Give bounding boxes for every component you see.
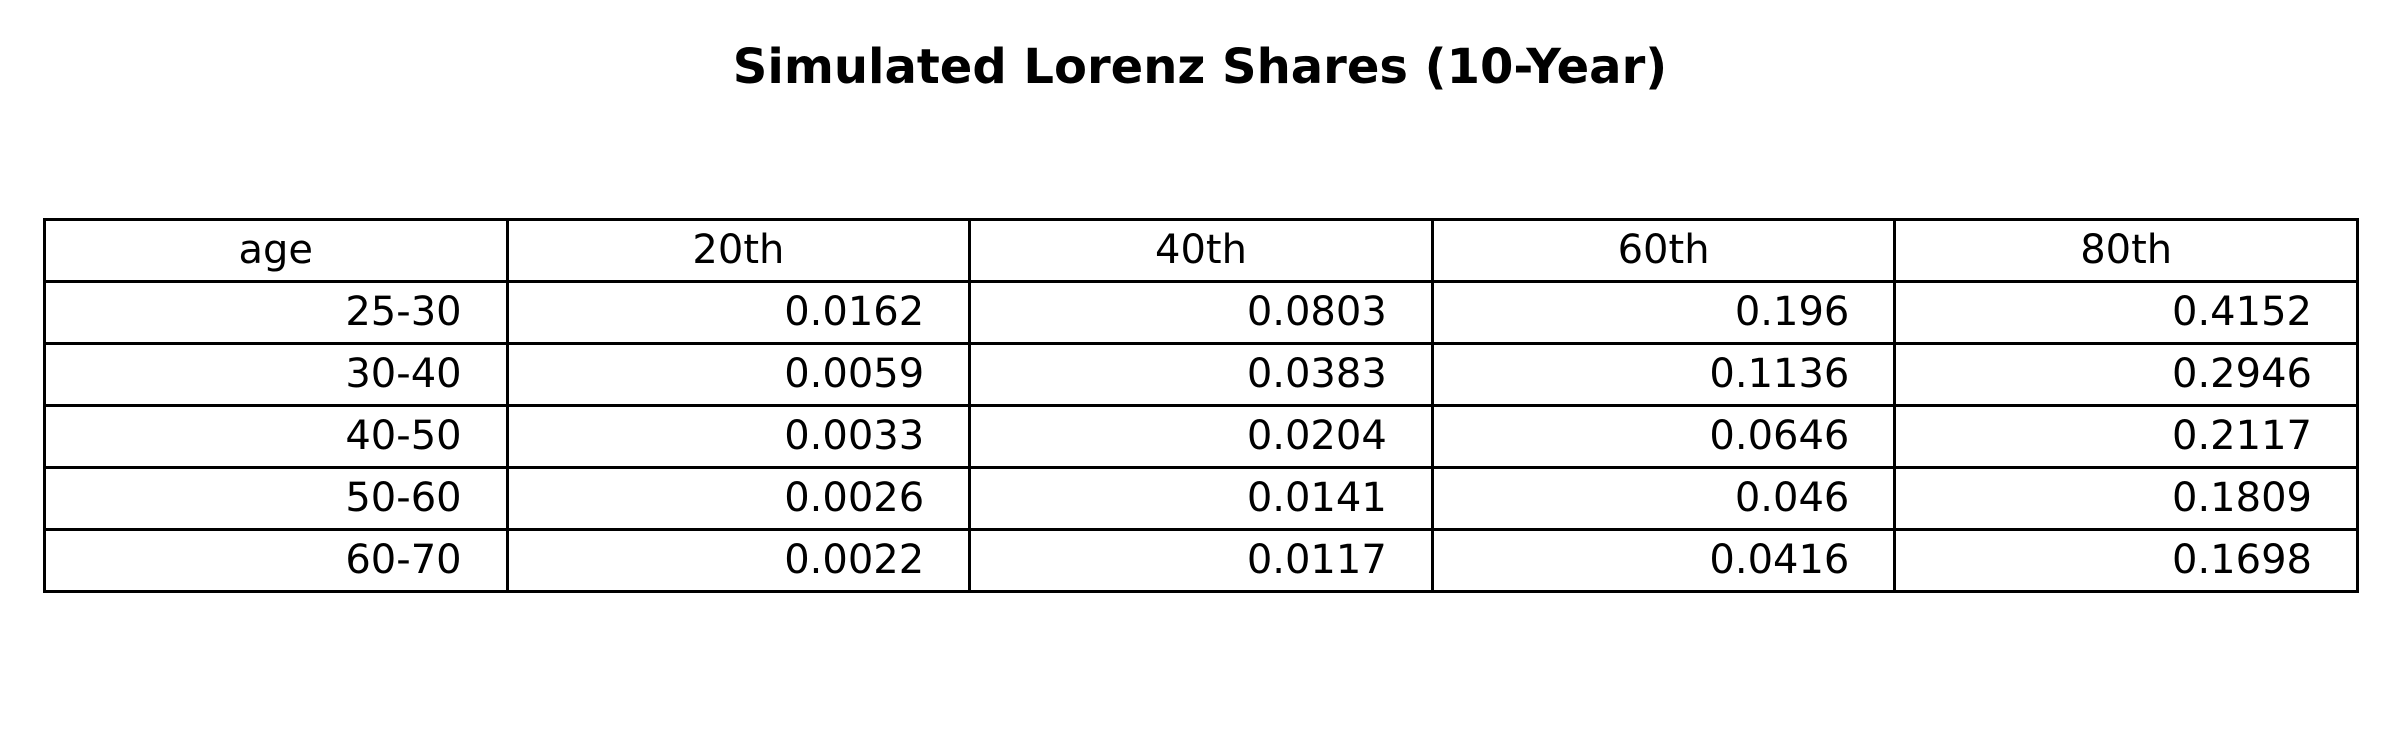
lorenz-shares-table: age 20th 40th 60th 80th 25-30 0.0162 0.0…: [43, 218, 2359, 593]
column-header-60th: 60th: [1430, 218, 1897, 283]
table-cell-40th: 0.0383: [968, 342, 1434, 407]
table-cell-20th: 0.0033: [505, 404, 972, 469]
table-container: age 20th 40th 60th 80th 25-30 0.0162 0.0…: [43, 218, 2359, 593]
column-header-age: age: [43, 218, 509, 283]
table-row: 50-60 0.0026 0.0141 0.046 0.1809: [43, 466, 2359, 531]
column-header-20th: 20th: [505, 218, 972, 283]
table-cell-40th: 0.0141: [968, 466, 1434, 531]
table-cell-80th: 0.2946: [1893, 342, 2359, 407]
table-cell-20th: 0.0059: [505, 342, 972, 407]
table-cell-60th: 0.046: [1430, 466, 1897, 531]
table-cell-60th: 0.196: [1430, 280, 1897, 345]
table-cell-age: 30-40: [43, 342, 509, 407]
table-cell-80th: 0.2117: [1893, 404, 2359, 469]
table-cell-40th: 0.0803: [968, 280, 1434, 345]
column-header-80th: 80th: [1893, 218, 2359, 283]
table-cell-age: 50-60: [43, 466, 509, 531]
table-row: 25-30 0.0162 0.0803 0.196 0.4152: [43, 280, 2359, 345]
table-cell-80th: 0.4152: [1893, 280, 2359, 345]
table-cell-60th: 0.1136: [1430, 342, 1897, 407]
table-cell-20th: 0.0162: [505, 280, 972, 345]
table-cell-age: 40-50: [43, 404, 509, 469]
column-header-40th: 40th: [968, 218, 1434, 283]
table-header-row: age 20th 40th 60th 80th: [43, 218, 2359, 283]
table-cell-40th: 0.0117: [968, 528, 1434, 593]
chart-title: Simulated Lorenz Shares (10-Year): [732, 39, 1668, 95]
table-cell-80th: 0.1698: [1893, 528, 2359, 593]
table-row: 60-70 0.0022 0.0117 0.0416 0.1698: [43, 528, 2359, 593]
table-cell-80th: 0.1809: [1893, 466, 2359, 531]
table-row: 40-50 0.0033 0.0204 0.0646 0.2117: [43, 404, 2359, 469]
table-cell-age: 25-30: [43, 280, 509, 345]
table-cell-40th: 0.0204: [968, 404, 1434, 469]
table-cell-60th: 0.0416: [1430, 528, 1897, 593]
table-row: 30-40 0.0059 0.0383 0.1136 0.2946: [43, 342, 2359, 407]
table-cell-60th: 0.0646: [1430, 404, 1897, 469]
table-cell-age: 60-70: [43, 528, 509, 593]
table-cell-20th: 0.0022: [505, 528, 972, 593]
table-cell-20th: 0.0026: [505, 466, 972, 531]
